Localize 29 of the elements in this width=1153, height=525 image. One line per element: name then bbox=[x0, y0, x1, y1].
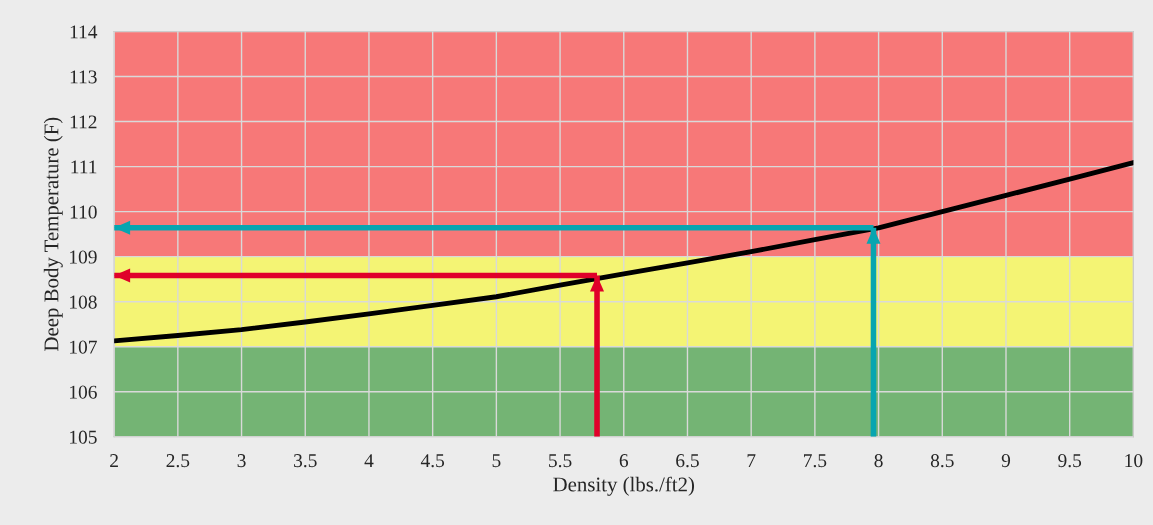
x-tick-label: 8 bbox=[874, 454, 883, 468]
x-tick-label: 10 bbox=[1125, 454, 1143, 468]
x-tick-label: 9 bbox=[1001, 454, 1011, 468]
y-axis-title: Deep Body Temperature (F) bbox=[43, 117, 63, 351]
y-tick-label: 110 bbox=[70, 205, 97, 219]
x-tick-label: 4 bbox=[364, 454, 374, 467]
x-tick-label: 2.5 bbox=[166, 454, 190, 468]
x-tick-label: 4.5 bbox=[420, 454, 445, 468]
x-tick-label: 3 bbox=[237, 454, 246, 468]
x-tick-label: 6.5 bbox=[676, 454, 699, 468]
x-tick-label: 5 bbox=[492, 454, 501, 468]
y-tick-label: 112 bbox=[70, 115, 97, 129]
x-tick-label: 6 bbox=[619, 454, 629, 468]
y-tick-label: 111 bbox=[71, 160, 97, 174]
x-tick-label: 2 bbox=[110, 454, 118, 467]
y-tick-label: 107 bbox=[70, 340, 97, 354]
y-tick-label: 108 bbox=[70, 295, 97, 309]
y-tick-label: 105 bbox=[70, 430, 97, 444]
x-tick-label: 3.5 bbox=[294, 454, 317, 468]
x-tick-label: 9.5 bbox=[1058, 454, 1082, 468]
y-tick-label: 114 bbox=[70, 25, 98, 39]
x-tick-label: 7 bbox=[747, 454, 756, 467]
y-tick-label: 106 bbox=[70, 385, 97, 399]
x-tick-label: 7.5 bbox=[804, 454, 827, 468]
y-tick-label: 113 bbox=[70, 70, 97, 84]
y-tick-label: 109 bbox=[70, 250, 97, 264]
x-tick-label: 8.5 bbox=[930, 454, 954, 468]
x-axis-title: Density (lbs./ft2) bbox=[553, 476, 695, 496]
x-tick-label: 5.5 bbox=[549, 454, 572, 468]
